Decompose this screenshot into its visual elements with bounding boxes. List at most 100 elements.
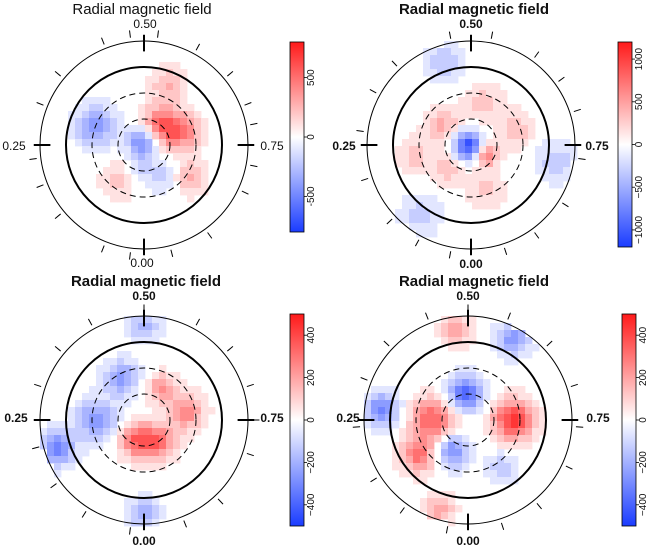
field-cell (444, 174, 452, 182)
field-cell (166, 400, 174, 408)
field-cell (549, 167, 557, 175)
observation-phase-tick (534, 51, 540, 58)
colorbar-tick-label: −500 (634, 176, 645, 199)
field-cell (427, 442, 435, 450)
field-cell (448, 337, 456, 345)
observation-phase-tick (250, 164, 258, 168)
field-cell (96, 400, 104, 408)
field-cell (413, 456, 421, 464)
colorbar-tick-label: 0 (306, 417, 317, 423)
field-cell (486, 188, 494, 196)
field-cell (96, 435, 104, 443)
field-cell (465, 174, 473, 182)
field-cell (413, 463, 421, 471)
field-cell (117, 351, 125, 359)
field-cell (392, 449, 400, 457)
field-cell (187, 188, 195, 196)
field-cell (180, 167, 188, 175)
field-cell (427, 456, 435, 464)
field-cell (68, 414, 76, 422)
field-cell (159, 125, 167, 133)
field-cell (159, 379, 167, 387)
field-cell (430, 118, 438, 126)
field-cell (549, 174, 557, 182)
field-cell (124, 195, 132, 203)
field-cell (444, 181, 452, 189)
field-cell (430, 111, 438, 119)
field-cell (89, 146, 97, 154)
field-cell (89, 393, 97, 401)
field-cell (180, 90, 188, 98)
field-cell (75, 139, 83, 147)
field-cell (525, 414, 533, 422)
field-cell (511, 470, 519, 478)
field-cell (180, 428, 188, 436)
field-cell (173, 104, 181, 112)
field-cell (458, 48, 466, 56)
field-cell (399, 428, 407, 436)
field-cell (434, 400, 442, 408)
field-cell (89, 104, 97, 112)
field-cell (458, 55, 466, 63)
observation-phase-tick (32, 446, 40, 450)
field-cell (187, 400, 195, 408)
field-cell (455, 421, 463, 429)
field-cell (420, 435, 428, 443)
field-cell (493, 167, 501, 175)
field-cell (423, 160, 431, 168)
field-cell (437, 160, 445, 168)
field-cell (525, 428, 533, 436)
field-cell (138, 323, 146, 331)
field-cell (455, 372, 463, 380)
field-cell (409, 209, 417, 217)
field-cell (451, 69, 459, 77)
field-cell (54, 463, 62, 471)
observation-phase-tick (578, 158, 586, 160)
field-cell (159, 83, 167, 91)
field-cell (518, 351, 526, 359)
field-cell (437, 216, 445, 224)
field-cell (563, 153, 571, 161)
field-cell (518, 393, 526, 401)
field-cell (549, 146, 557, 154)
field-cell (166, 435, 174, 443)
field-cell (138, 111, 146, 119)
field-cell (131, 146, 139, 154)
observation-phase-tick (361, 177, 369, 182)
field-cell (96, 181, 104, 189)
field-cell (159, 111, 167, 119)
field-cell (187, 153, 195, 161)
field-cell (96, 174, 104, 182)
field-cell (416, 153, 424, 161)
field-cell (159, 386, 167, 394)
field-cell (54, 428, 62, 436)
field-cell (441, 456, 449, 464)
field-cell (549, 153, 557, 161)
field-cell (180, 414, 188, 422)
field-cell (511, 407, 519, 415)
field-cell (497, 344, 505, 352)
field-cell (413, 428, 421, 436)
observation-phase-tick (244, 102, 252, 106)
field-cell (448, 463, 456, 471)
field-cell (434, 393, 442, 401)
field-cell (173, 69, 181, 77)
field-cell (117, 393, 125, 401)
field-cell (364, 393, 372, 401)
field-cell (497, 477, 505, 485)
field-cell (472, 83, 480, 91)
field-cell (96, 97, 104, 105)
field-cell (486, 153, 494, 161)
field-cell (441, 498, 449, 506)
field-cell (420, 407, 428, 415)
latitude-circle-0 (389, 341, 547, 499)
field-cell (364, 400, 372, 408)
field-map (32, 304, 260, 535)
field-cell (180, 386, 188, 394)
field-cell (392, 400, 400, 408)
field-cell (469, 372, 477, 380)
field-cell (521, 132, 529, 140)
field-cell (145, 435, 153, 443)
field-cell (124, 449, 132, 457)
field-cell (40, 435, 48, 443)
